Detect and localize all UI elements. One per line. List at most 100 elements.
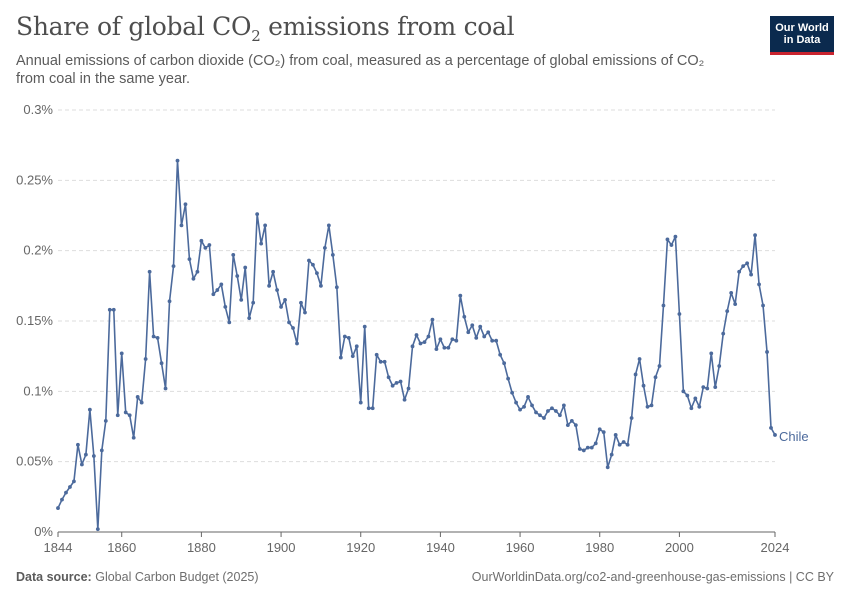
x-tick-label: 1900 [267,540,296,555]
series-label-chile: Chile [779,429,809,444]
data-point [737,269,742,274]
data-point [426,334,431,339]
data-point [490,338,495,343]
data-point [207,243,212,247]
data-point [315,271,319,276]
data-point [502,361,507,366]
data-point [773,433,777,437]
y-tick-label: 0.15% [16,313,53,328]
data-point [478,324,483,329]
data-point [498,352,503,357]
data-point [72,479,76,484]
data-point [131,435,136,440]
data-point [362,324,367,329]
data-point [422,340,427,344]
data-point [589,445,594,450]
data-point [68,485,72,489]
data-point [350,354,355,359]
x-tick-label: 2000 [665,540,694,555]
data-point [538,413,542,418]
data-point [267,283,272,288]
y-tick-label: 0.05% [16,454,53,469]
data-point [637,357,642,361]
source-url-license[interactable]: OurWorldinData.org/co2-and-greenhouse-ga… [471,570,834,584]
data-point [80,462,84,467]
data-point [725,309,730,314]
data-point [701,385,706,390]
data-point [765,350,769,354]
data-point [442,345,447,350]
data-point [577,447,582,451]
data-point [581,448,586,453]
chart-subtitle: Annual emissions of carbon dioxide (CO₂)… [16,53,705,87]
data-point [187,257,192,262]
source-value[interactable]: Global Carbon Budget (2025) [95,570,259,584]
data-point [450,337,455,342]
data-point [295,341,299,346]
data-point [645,404,650,409]
x-tick-label: 1920 [346,540,375,555]
series-line-chile [57,159,776,530]
data-point [235,274,240,278]
data-point [558,413,562,418]
data-point [83,452,88,457]
data-point [573,423,578,427]
data-point [569,418,574,423]
data-point [103,418,108,423]
data-point [518,407,522,412]
data-point [127,413,132,418]
data-point [203,245,208,250]
data-point [354,344,359,349]
data-point [251,300,256,305]
data-point [303,310,307,315]
data-point [649,403,654,408]
data-point [526,395,530,399]
data-point [458,293,463,298]
data-point [326,223,331,228]
data-point [494,338,499,343]
data-point [374,352,379,357]
data-point [259,241,264,246]
data-point [657,364,662,368]
data-point [593,441,598,446]
data-point [522,404,526,409]
data-point [625,442,630,447]
data-point [215,288,220,292]
data-point [601,430,606,435]
data-point [56,506,60,510]
data-point [438,337,443,342]
data-point [685,393,690,398]
data-point [231,252,236,257]
data-point [195,269,200,274]
data-point [191,276,196,281]
y-tick-label: 0.3% [23,102,53,117]
data-point [757,282,761,287]
data-point [466,330,471,335]
data-point [135,395,140,399]
data-point [338,355,343,360]
data-point [741,264,746,269]
x-tick-label: 1880 [187,540,216,555]
data-point [99,448,104,453]
y-tick-label: 0.25% [16,172,53,187]
owid-logo[interactable]: Our World in Data [770,16,834,55]
data-point [239,298,244,302]
data-point [689,406,694,411]
data-point [633,372,638,377]
data-point [605,465,610,470]
data-point [697,404,702,409]
x-tick-label: 1940 [426,540,455,555]
data-point [171,264,176,269]
data-point [474,335,479,340]
data-point [514,400,518,405]
data-point [705,386,710,391]
data-point [386,375,391,380]
data-point [223,305,228,309]
data-point [617,442,622,447]
data-point [414,333,419,337]
data-point [673,234,678,239]
data-point [123,410,128,415]
data-point [430,317,435,322]
data-point [406,386,411,391]
x-tick-label: 1860 [107,540,136,555]
